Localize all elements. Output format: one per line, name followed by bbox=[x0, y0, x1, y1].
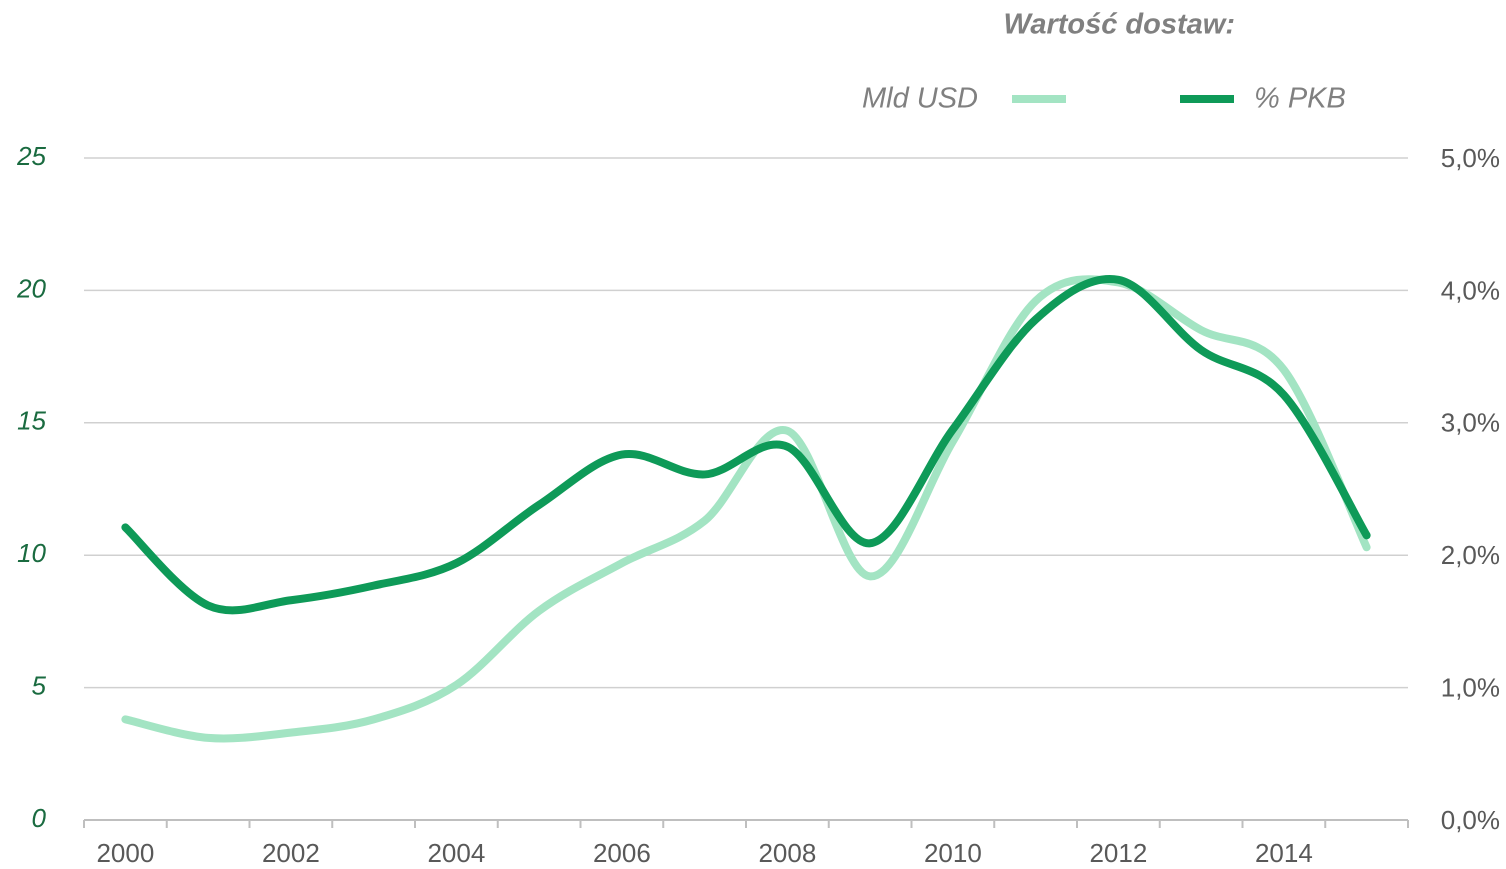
y2-tick-label: 0,0% bbox=[1441, 805, 1500, 835]
y-tick-label: 10 bbox=[17, 538, 46, 568]
y-tick-label: 5 bbox=[32, 670, 47, 700]
chart-title: Wartość dostaw: bbox=[1003, 9, 1235, 41]
x-tick-label: 2014 bbox=[1255, 838, 1313, 868]
x-tick-label: 2000 bbox=[96, 838, 154, 868]
y-tick-label: 25 bbox=[16, 141, 46, 171]
x-tick-label: 2006 bbox=[593, 838, 651, 868]
x-tick-label: 2008 bbox=[758, 838, 816, 868]
y2-tick-label: 4,0% bbox=[1441, 275, 1500, 305]
y2-tick-label: 5,0% bbox=[1441, 143, 1500, 173]
x-tick-label: 2012 bbox=[1089, 838, 1147, 868]
y-tick-label: 20 bbox=[16, 273, 46, 303]
y2-tick-label: 2,0% bbox=[1441, 540, 1500, 570]
legend-label: % PKB bbox=[1254, 83, 1346, 115]
y2-tick-label: 3,0% bbox=[1441, 408, 1500, 438]
x-tick-label: 2010 bbox=[924, 838, 982, 868]
series-line bbox=[121, 275, 1371, 743]
legend-label: Mld USD bbox=[862, 83, 978, 115]
y-tick-label: 15 bbox=[17, 406, 46, 436]
x-tick-label: 2004 bbox=[427, 838, 485, 868]
x-tick-label: 2002 bbox=[262, 838, 320, 868]
series-line bbox=[121, 275, 1371, 615]
y-tick-label: 0 bbox=[32, 803, 47, 833]
y2-tick-label: 1,0% bbox=[1441, 672, 1500, 702]
